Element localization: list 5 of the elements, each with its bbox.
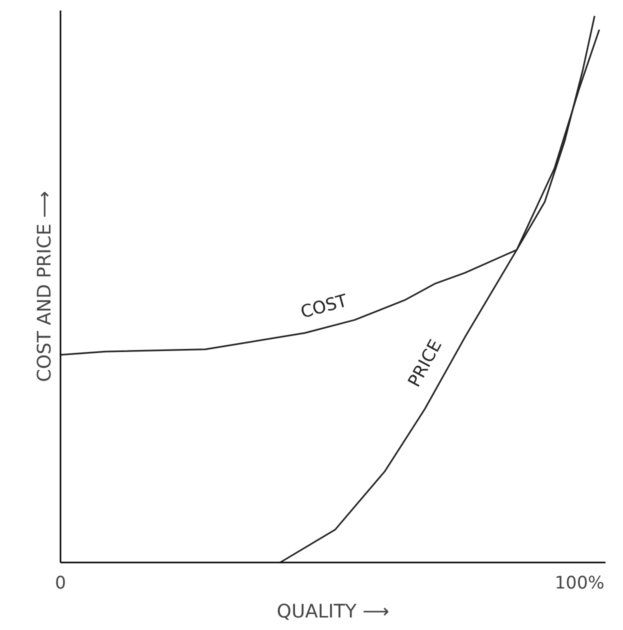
- text: COST: [298, 291, 350, 323]
- x-axis-title: QUALITY ⟶: [276, 602, 390, 622]
- x-tick-label: 100%: [554, 574, 604, 594]
- x-tick-label: 0: [54, 574, 66, 594]
- y-axis-title: COST AND PRICE ⟶: [34, 190, 56, 382]
